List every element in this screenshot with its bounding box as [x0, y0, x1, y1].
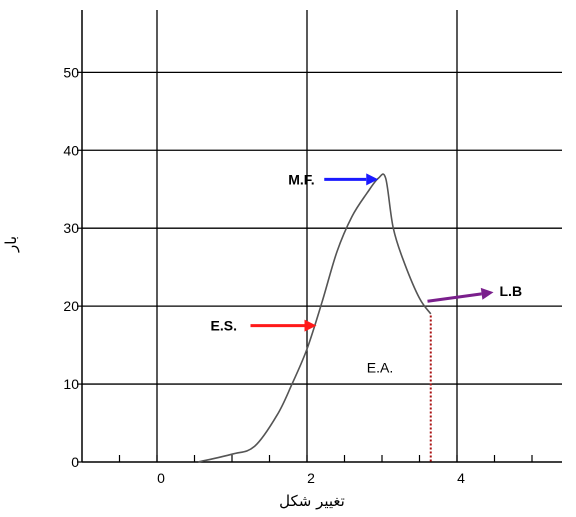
annotation-mf-arrow-head [366, 173, 379, 186]
annotation-lb-arrow-shaft [427, 292, 482, 303]
series-line-0 [198, 173, 432, 463]
annotation-es-label: E.S. [211, 318, 237, 334]
x-axis-title: تغییر شکل [279, 492, 345, 510]
annotation-mf-label: M.F. [288, 171, 314, 187]
annotation-lb-arrow [427, 287, 494, 303]
annotation-lb-label: L.B [500, 283, 523, 299]
annotation-mf-arrow [324, 173, 379, 186]
axes [77, 10, 562, 463]
annotations: M.F. E.S. L.B E.A. [211, 171, 523, 462]
annotation-ea-label: E.A. [367, 359, 393, 375]
y-tick-label: 10 [63, 376, 79, 392]
x-tick-label: 4 [457, 470, 465, 486]
x-tick-label: 0 [157, 470, 165, 486]
y-tick-label: 20 [63, 298, 79, 314]
grid [82, 10, 562, 462]
tick-labels: 0 10 20 30 40 50 0 2 4 [63, 64, 465, 486]
annotation-es-arrow-head [304, 319, 317, 332]
y-tick-label: 40 [63, 142, 79, 158]
annotation-es-arrow [250, 319, 317, 332]
x-tick-label: 2 [307, 470, 315, 486]
annotation-lb-arrow-head [480, 287, 494, 300]
series [198, 173, 432, 463]
y-tick-label: 30 [63, 220, 79, 236]
y-axis-title: بار [2, 236, 20, 253]
y-tick-label: 50 [63, 64, 79, 80]
y-tick-label: 0 [71, 454, 79, 470]
